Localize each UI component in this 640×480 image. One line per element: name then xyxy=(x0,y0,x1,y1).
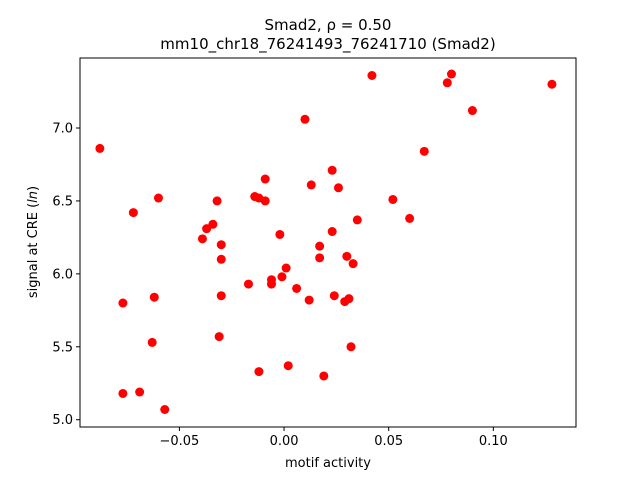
data-point-7 xyxy=(153,193,163,203)
data-point-16 xyxy=(216,291,226,301)
data-point-35 xyxy=(319,371,329,381)
data-point-17 xyxy=(243,279,253,289)
data-point-13 xyxy=(214,332,224,342)
data-point-3 xyxy=(128,208,138,218)
data-point-4 xyxy=(135,387,145,397)
data-point-21 xyxy=(260,174,270,184)
x-axis-ticks: −0.05 0.00 0.05 0.10 xyxy=(159,427,508,449)
y-axis-ticks: 5.0 5.5 6.0 6.5 7.0 xyxy=(52,122,80,428)
data-point-53 xyxy=(547,79,557,89)
data-point-42 xyxy=(344,294,354,304)
data-point-47 xyxy=(388,194,398,204)
data-point-49 xyxy=(419,146,429,156)
data-point-28 xyxy=(283,361,293,371)
x-tick-label: 0.05 xyxy=(374,434,403,449)
x-tick-label: 0.10 xyxy=(479,434,508,449)
data-point-33 xyxy=(315,241,325,251)
data-point-48 xyxy=(405,213,415,223)
x-axis-label: motif activity xyxy=(285,456,371,471)
data-point-34 xyxy=(315,253,325,263)
data-point-24 xyxy=(266,279,276,289)
data-point-15 xyxy=(216,254,226,264)
data-point-20 xyxy=(254,367,264,377)
data-point-5 xyxy=(147,337,157,347)
chart-subtitle: mm10_chr18_76241493_76241710 (Smad2) xyxy=(160,35,495,54)
data-point-27 xyxy=(281,263,291,273)
data-point-29 xyxy=(292,283,302,293)
data-point-26 xyxy=(277,272,287,282)
data-point-8 xyxy=(160,404,170,414)
data-point-12 xyxy=(212,196,222,206)
data-point-46 xyxy=(367,71,377,81)
data-points xyxy=(95,69,557,414)
y-tick-label: 6.0 xyxy=(52,267,73,282)
data-point-0 xyxy=(95,143,105,153)
data-point-10 xyxy=(202,224,212,234)
data-point-32 xyxy=(306,180,316,190)
chart-title: Smad2, ρ = 0.50 xyxy=(265,16,392,34)
data-point-43 xyxy=(346,342,356,352)
data-point-14 xyxy=(216,240,226,250)
data-point-45 xyxy=(352,215,362,225)
data-point-39 xyxy=(333,183,343,193)
data-point-30 xyxy=(300,114,310,124)
data-point-2 xyxy=(118,388,128,398)
data-point-11 xyxy=(208,219,218,229)
data-point-38 xyxy=(329,291,339,301)
data-point-31 xyxy=(304,295,314,305)
data-point-50 xyxy=(442,78,452,88)
y-tick-label: 6.5 xyxy=(52,194,73,209)
data-point-1 xyxy=(118,298,128,308)
data-point-22 xyxy=(260,196,270,206)
x-tick-label: 0.00 xyxy=(270,434,299,449)
y-tick-label: 7.0 xyxy=(52,122,73,137)
y-tick-label: 5.5 xyxy=(52,340,73,355)
x-tick-label: −0.05 xyxy=(159,434,199,449)
plot-frame xyxy=(79,57,577,428)
y-tick-label: 5.0 xyxy=(52,413,73,428)
data-point-51 xyxy=(446,69,456,79)
data-point-6 xyxy=(149,292,159,302)
data-point-52 xyxy=(467,106,477,116)
data-point-9 xyxy=(197,234,207,244)
y-axis-label: signal at CRE (ln) xyxy=(26,186,41,298)
data-point-37 xyxy=(327,227,337,237)
data-point-44 xyxy=(348,259,358,269)
data-point-41 xyxy=(342,251,352,261)
data-point-25 xyxy=(275,229,285,239)
data-point-36 xyxy=(327,165,337,175)
